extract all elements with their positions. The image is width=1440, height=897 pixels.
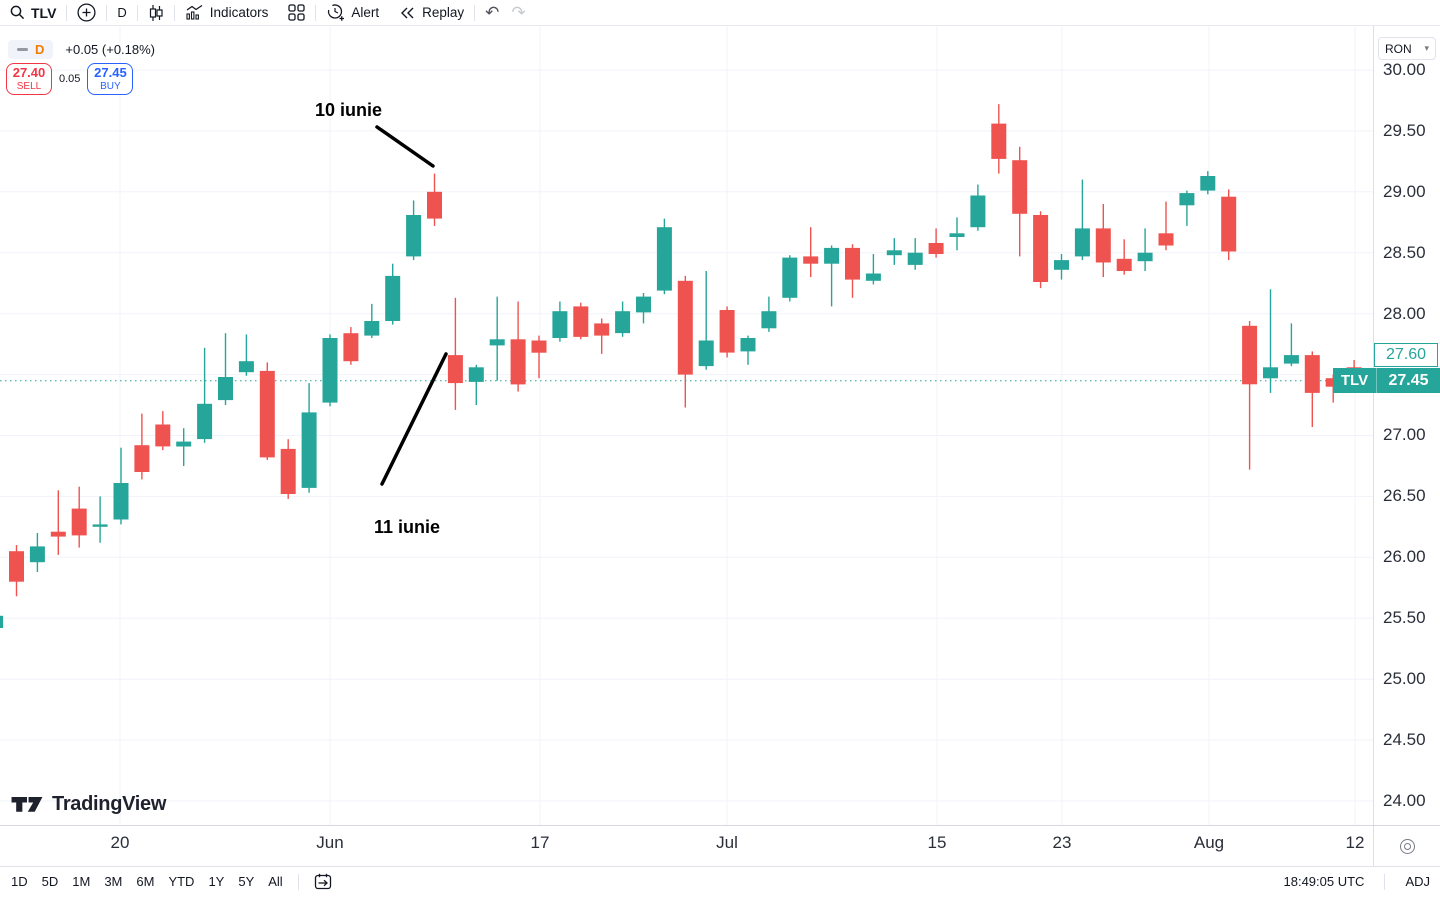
- time-tick-label: Jul: [716, 833, 738, 853]
- time-axis[interactable]: 20 Jun 17 Jul 15 23 Aug 12: [0, 825, 1440, 866]
- calendar-go-to-date-icon: [314, 873, 333, 890]
- replay-rewind-icon: [399, 6, 416, 20]
- indicators-icon: [185, 4, 204, 21]
- alert-clock-icon: [326, 3, 345, 22]
- clock-utc[interactable]: 18:49:05 UTC: [1284, 874, 1365, 889]
- price-tick-label: 25.50: [1383, 606, 1426, 630]
- price-tick-label: 28.00: [1383, 302, 1426, 326]
- toolbar-separator: [298, 874, 299, 890]
- candlestick-chart: [0, 26, 1373, 825]
- price-tick-label: 26.50: [1383, 484, 1426, 508]
- annotation-text-2[interactable]: 11 iunie: [374, 517, 440, 538]
- price-tick-label: 29.00: [1383, 180, 1426, 204]
- time-tick-label: Aug: [1194, 833, 1224, 853]
- sell-button[interactable]: 27.40 SELL: [6, 63, 52, 95]
- symbol-search-button[interactable]: TLV: [0, 0, 66, 26]
- candlestick-style-icon: [148, 4, 164, 22]
- layout-grid-icon: [288, 4, 305, 21]
- tradingview-logo[interactable]: TradingView: [10, 791, 166, 817]
- top-toolbar: TLV D Indicators Alert Re: [0, 0, 1440, 26]
- interval-label: D: [117, 5, 126, 20]
- time-tick-label: 12: [1346, 833, 1365, 853]
- time-tick-label: 15: [928, 833, 947, 853]
- replay-button[interactable]: Replay: [389, 0, 474, 26]
- redo-icon[interactable]: ↷: [509, 0, 535, 26]
- range-button-3m[interactable]: 3M: [97, 867, 129, 897]
- bottom-toolbar-right: 18:49:05 UTC ADJ: [1284, 874, 1440, 890]
- time-axis-corner: [1373, 826, 1440, 867]
- alert-label: Alert: [351, 5, 379, 20]
- price-tick-label: 26.00: [1383, 545, 1426, 569]
- price-tick-label: 30.00: [1383, 58, 1426, 82]
- symbol-name: TLV: [31, 5, 56, 21]
- range-button-1y[interactable]: 1Y: [201, 867, 231, 897]
- search-icon: [10, 5, 25, 20]
- plus-circle-icon: [77, 3, 96, 22]
- price-axis[interactable]: RON ▾ 30.00 29.50 29.00 28.50 28.00 27.00 26.5…: [1373, 26, 1440, 825]
- buy-price: 27.45: [88, 66, 132, 81]
- chart-legend: D +0.05 (+0.18%): [8, 40, 155, 59]
- annotation-text-1[interactable]: 10 iunie: [315, 100, 382, 121]
- undo-icon[interactable]: ↶: [475, 0, 509, 26]
- trade-panel: 27.40 SELL 0.05 27.45 BUY: [6, 63, 133, 95]
- last-price-symbol: TLV: [1333, 368, 1377, 393]
- range-button-5y[interactable]: 5Y: [231, 867, 261, 897]
- range-button-5d[interactable]: 5D: [35, 867, 66, 897]
- go-to-date-button[interactable]: [307, 867, 340, 897]
- price-tick-label: 24.00: [1383, 789, 1426, 813]
- price-tick-label: 24.50: [1383, 728, 1426, 752]
- range-button-ytd[interactable]: YTD: [161, 867, 201, 897]
- chevron-down-icon: ▾: [1424, 43, 1429, 54]
- currency-dropdown[interactable]: RON ▾: [1378, 37, 1436, 60]
- tradingview-logo-icon: [10, 791, 44, 817]
- time-tick-label: 23: [1053, 833, 1072, 853]
- legend-change-text: +0.05 (+0.18%): [65, 42, 155, 57]
- price-tick-label: 25.00: [1383, 667, 1426, 691]
- price-tick-label: 28.50: [1383, 241, 1426, 265]
- range-button-1m[interactable]: 1M: [65, 867, 97, 897]
- alert-button[interactable]: Alert: [316, 0, 389, 26]
- buy-label: BUY: [88, 81, 132, 93]
- tradingview-logo-text: TradingView: [52, 793, 166, 816]
- indicators-button[interactable]: Indicators: [175, 0, 279, 26]
- last-price-value: 27.45: [1377, 368, 1440, 393]
- time-tick-label: 20: [111, 833, 130, 853]
- range-button-6m[interactable]: 6M: [129, 867, 161, 897]
- collapsed-legend-dash-icon: [17, 48, 28, 51]
- replay-label: Replay: [422, 5, 464, 20]
- sell-label: SELL: [7, 81, 51, 93]
- legend-interval-badge: D: [35, 42, 44, 57]
- price-tick-label: 29.50: [1383, 119, 1426, 143]
- time-tick-label: 17: [531, 833, 550, 853]
- outlined-price-label: 27.60: [1374, 343, 1438, 367]
- sell-price: 27.40: [7, 66, 51, 81]
- interval-button[interactable]: D: [107, 0, 136, 26]
- toolbar-separator: [1384, 874, 1385, 890]
- chart-style-button[interactable]: [138, 0, 174, 26]
- indicators-label: Indicators: [210, 5, 269, 20]
- range-button-1d[interactable]: 1D: [4, 867, 35, 897]
- scales-settings-icon[interactable]: [1400, 839, 1415, 854]
- time-tick-label: Jun: [316, 833, 343, 853]
- price-tick-label: 27.00: [1383, 423, 1426, 447]
- compare-add-button[interactable]: [67, 0, 106, 26]
- adjust-data-toggle[interactable]: ADJ: [1405, 874, 1430, 889]
- range-button-all[interactable]: All: [261, 867, 289, 897]
- last-price-label: TLV 27.45: [1333, 368, 1440, 393]
- currency-label: RON: [1385, 42, 1412, 56]
- buy-button[interactable]: 27.45 BUY: [87, 63, 133, 95]
- legend-collapsed-pill[interactable]: D: [8, 40, 53, 59]
- spread-value: 0.05: [59, 73, 80, 85]
- layout-button[interactable]: [278, 0, 315, 26]
